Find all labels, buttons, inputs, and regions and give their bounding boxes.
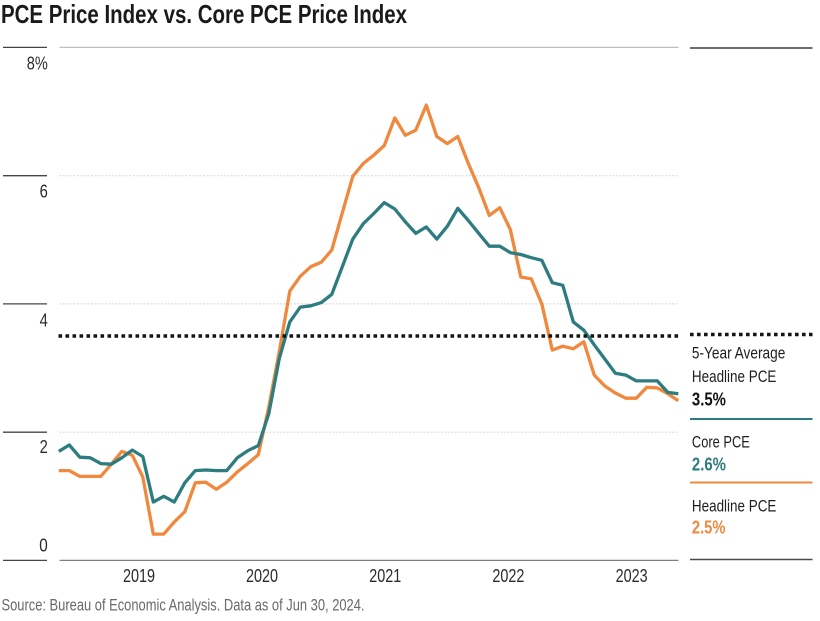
svg-text:6: 6 bbox=[40, 182, 48, 202]
svg-text:2019: 2019 bbox=[123, 566, 155, 586]
svg-text:2021: 2021 bbox=[369, 566, 401, 586]
svg-text:Core PCE: Core PCE bbox=[692, 433, 750, 452]
svg-text:0: 0 bbox=[39, 536, 48, 556]
svg-text:2: 2 bbox=[40, 437, 48, 457]
svg-text:2020: 2020 bbox=[246, 566, 278, 586]
svg-text:2.6%: 2.6% bbox=[692, 454, 726, 475]
svg-text:8%: 8% bbox=[27, 54, 48, 74]
svg-text:Headline PCE: Headline PCE bbox=[692, 497, 777, 516]
svg-text:5-Year Average: 5-Year Average bbox=[692, 344, 785, 363]
svg-text:PCE Price Index vs. Core PCE P: PCE Price Index vs. Core PCE Price Index bbox=[1, 0, 407, 29]
svg-text:Headline PCE: Headline PCE bbox=[692, 367, 777, 386]
svg-text:3.5%: 3.5% bbox=[692, 389, 726, 410]
svg-text:4: 4 bbox=[40, 311, 48, 331]
svg-text:2.5%: 2.5% bbox=[692, 517, 726, 538]
svg-text:Source: Bureau of Economic Ana: Source: Bureau of Economic Analysis. Dat… bbox=[2, 596, 365, 615]
svg-text:2022: 2022 bbox=[492, 566, 524, 586]
svg-text:2023: 2023 bbox=[616, 566, 648, 586]
